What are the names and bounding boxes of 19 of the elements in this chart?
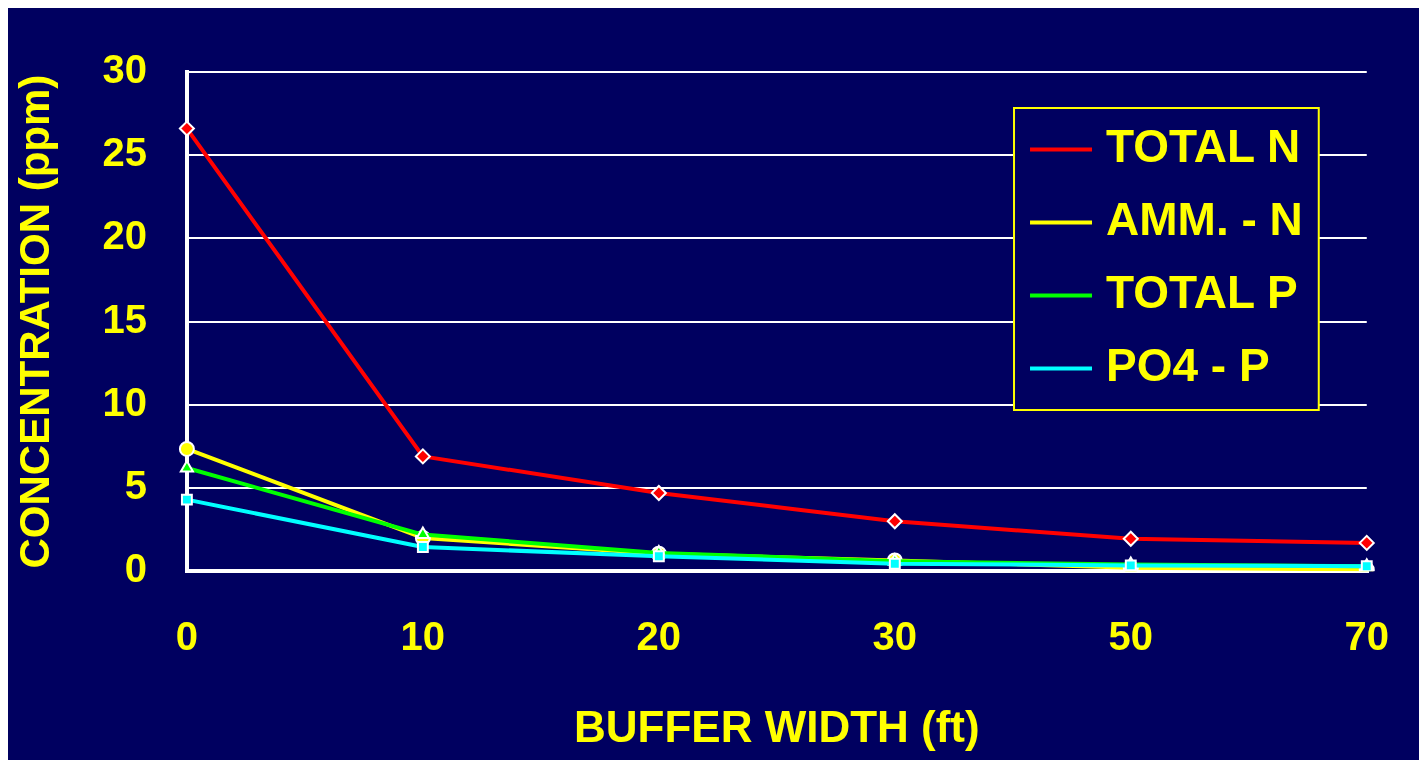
- y-axis-title: CONCENTRATION (ppm): [10, 74, 58, 569]
- y-tick-label: 5: [124, 463, 147, 508]
- x-tick-label: 0: [175, 614, 199, 659]
- y-tick-label: 20: [102, 213, 147, 258]
- x-tick-label: 30: [872, 614, 918, 659]
- x-tick-label: 70: [1344, 614, 1389, 659]
- x-tick-label: 20: [636, 614, 682, 659]
- x-tick-label: 10: [400, 614, 446, 659]
- y-tick-label: 15: [102, 296, 147, 341]
- legend-label: TOTAL P: [1106, 266, 1298, 319]
- legend-label: PO4 - P: [1106, 339, 1270, 392]
- x-axis-title: BUFFER WIDTH (ft): [573, 701, 980, 751]
- y-tick-label: 30: [102, 47, 147, 92]
- y-tick-label: 0: [124, 546, 147, 591]
- x-tick-label: 50: [1108, 614, 1154, 659]
- y-tick-label: 10: [102, 379, 147, 424]
- legend-label: TOTAL N: [1106, 120, 1301, 173]
- y-tick-label: 25: [102, 130, 147, 175]
- legend-label: AMM. - N: [1106, 193, 1303, 246]
